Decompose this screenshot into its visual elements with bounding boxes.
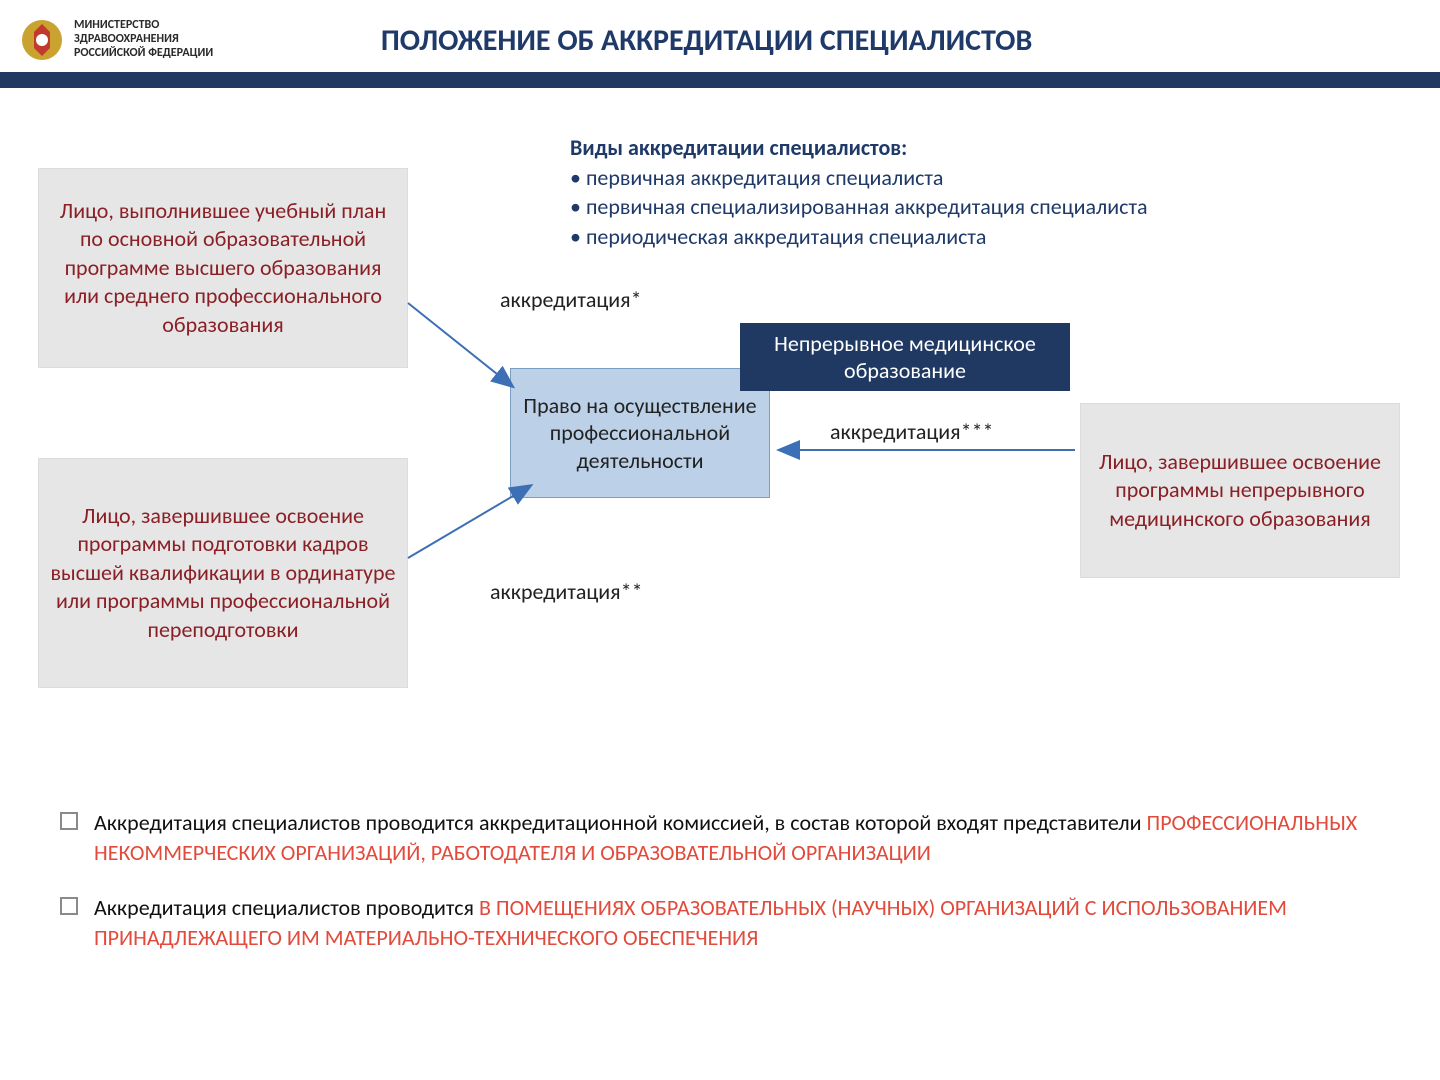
footnotes-block: Аккредитация специалистов проводится акк…	[0, 808, 1440, 953]
footnote-2: Аккредитация специалистов проводится В П…	[60, 893, 1380, 952]
page-title: ПОЛОЖЕНИЕ ОБ АККРЕДИТАЦИИ СПЕЦИАЛИСТОВ	[213, 22, 1200, 59]
edge-label-accred-2: аккредитация**	[490, 578, 643, 605]
center-box-right-to-practice: Право на осуществление профессиональной …	[510, 368, 770, 498]
footnote-1: Аккредитация специалистов проводится акк…	[60, 808, 1380, 867]
source-box-ordinatura-text: Лицо, завершившее освоение программы под…	[49, 502, 397, 645]
types-item-3: периодическая аккредитация специалиста	[570, 222, 1290, 252]
diagram-canvas: Виды аккредитации специалистов: первична…	[0, 88, 1440, 808]
types-item-1: первичная аккредитация специалиста	[570, 163, 1290, 193]
types-item-2: первичная специализированная аккредитаци…	[570, 192, 1290, 222]
ministry-line-3: РОССИЙСКОЙ ФЕДЕРАЦИИ	[74, 47, 213, 61]
dark-box-text: Непрерывное медицинское образование	[748, 330, 1062, 385]
ministry-line-2: ЗДРАВООХРАНЕНИЯ	[74, 33, 213, 47]
accreditation-types-block: Виды аккредитации специалистов: первична…	[570, 133, 1290, 252]
header: МИНИСТЕРСТВО ЗДРАВООХРАНЕНИЯ РОССИЙСКОЙ …	[0, 0, 1440, 72]
source-box-higher-ed: Лицо, выполнившее учебный план по основн…	[38, 168, 408, 368]
source-box-continuing-ed: Лицо, завершившее освоение программы неп…	[1080, 403, 1400, 578]
center-box-text: Право на осуществление профессиональной …	[521, 392, 759, 475]
checkbox-icon	[60, 897, 78, 915]
edge-label-accred-1: аккредитация*	[500, 286, 642, 313]
header-divider	[0, 72, 1440, 88]
ministry-line-1: МИНИСТЕРСТВО	[74, 19, 213, 33]
ministry-logo-block: МИНИСТЕРСТВО ЗДРАВООХРАНЕНИЯ РОССИЙСКОЙ …	[20, 18, 213, 62]
types-title: Виды аккредитации специалистов:	[570, 133, 1290, 163]
source-box-ordinatura: Лицо, завершившее освоение программы под…	[38, 458, 408, 688]
dark-box-continuing-med-ed: Непрерывное медицинское образование	[740, 323, 1070, 391]
edge-label-accred-3: аккредитация***	[830, 418, 994, 445]
footnote-2-black: Аккредитация специалистов проводится	[94, 894, 479, 921]
source-box-continuing-ed-text: Лицо, завершившее освоение программы неп…	[1091, 448, 1389, 534]
source-box-higher-ed-text: Лицо, выполнившее учебный план по основн…	[49, 197, 397, 340]
footnote-1-black: Аккредитация специалистов проводится акк…	[94, 809, 1147, 836]
ministry-name: МИНИСТЕРСТВО ЗДРАВООХРАНЕНИЯ РОССИЙСКОЙ …	[74, 19, 213, 60]
coat-of-arms-icon	[20, 18, 64, 62]
checkbox-icon	[60, 812, 78, 830]
